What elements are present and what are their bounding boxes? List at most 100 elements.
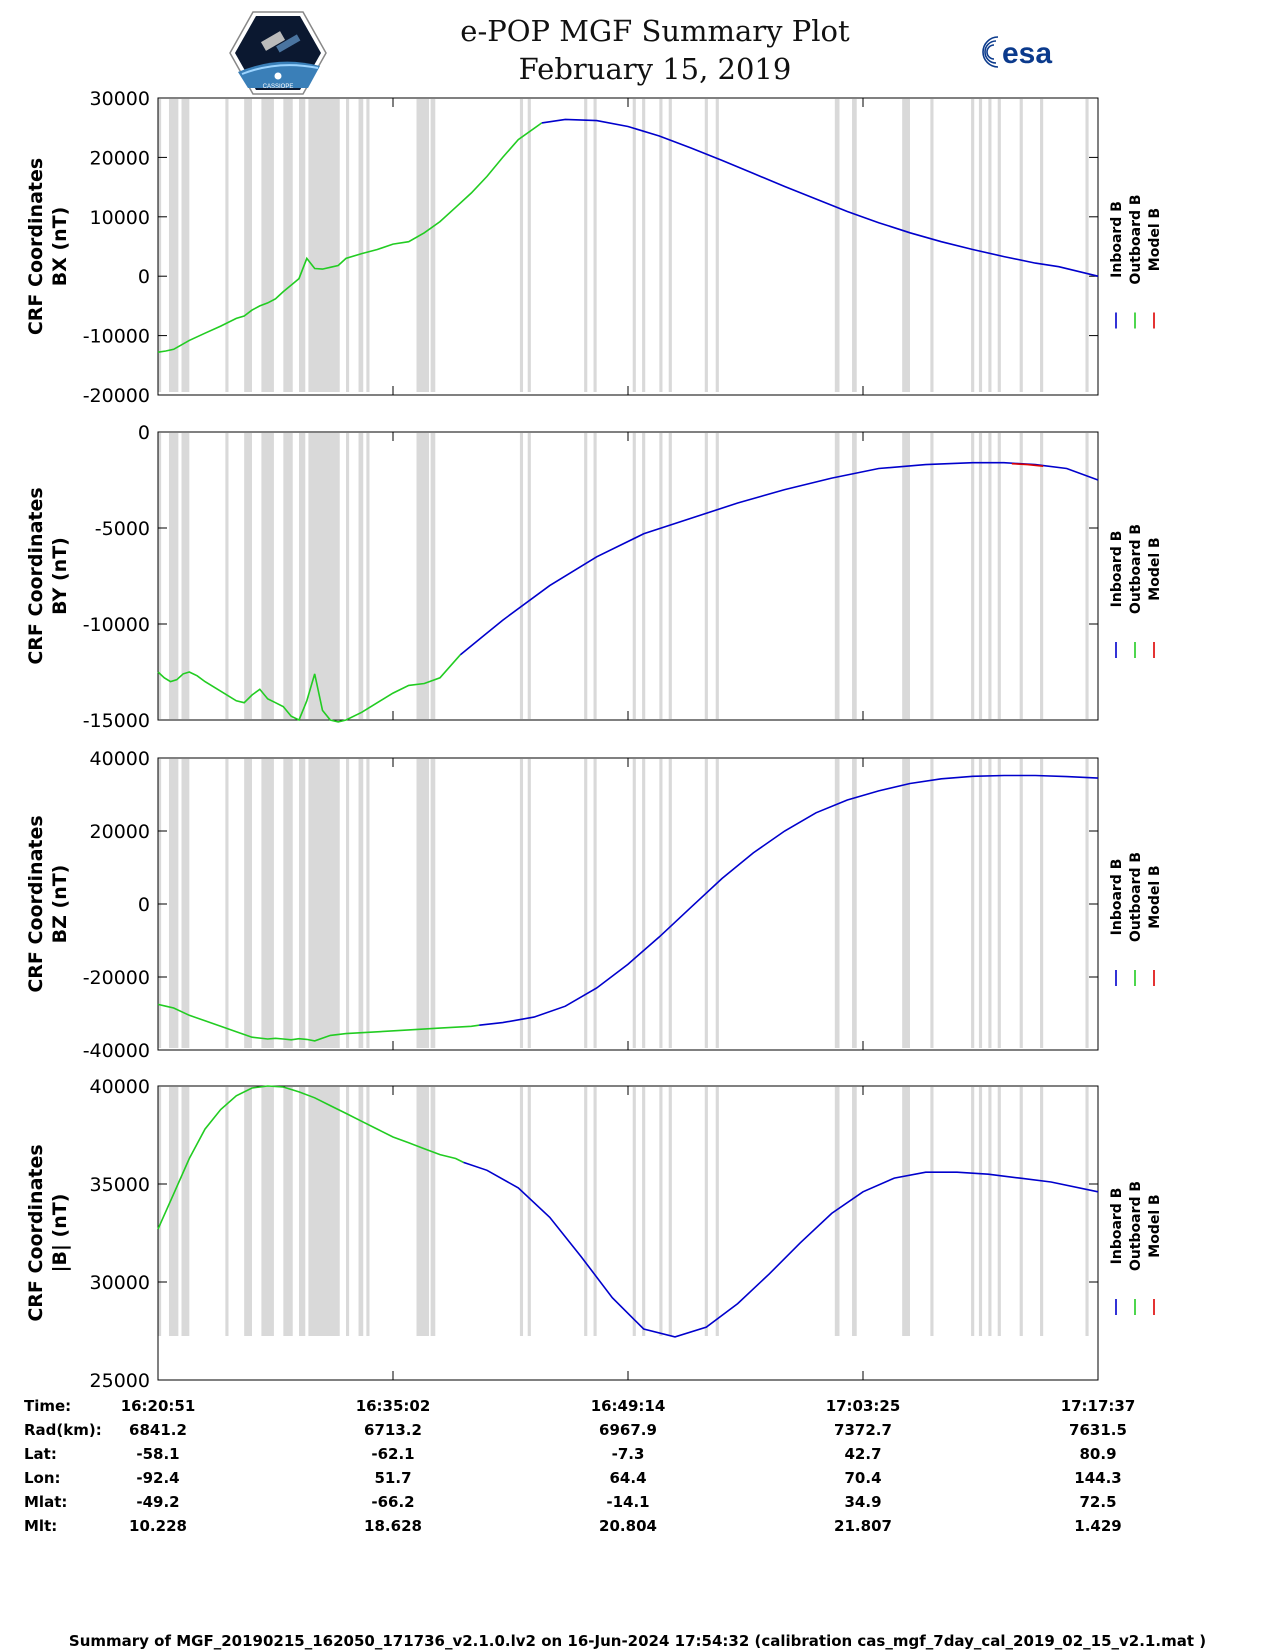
- panel-1: -20000 -10000 0 10000 20000 30000 CRF Coordina…: [25, 88, 1163, 407]
- data-gap-band: [430, 759, 436, 1048]
- ephemeris-value: 20.804: [599, 1517, 657, 1535]
- ephemeris-value: 51.7: [374, 1469, 412, 1487]
- data-gap-band: [715, 433, 719, 719]
- data-gap-band: [902, 433, 910, 719]
- legend-label-inboard: Inboard B: [1109, 201, 1125, 278]
- data-gap-band: [593, 433, 597, 719]
- y-axis-label: CRF Coordinates: [25, 815, 47, 992]
- data-gap-band: [261, 1087, 274, 1336]
- series-line-inboard-b: [459, 461, 1099, 656]
- data-gap-band: [261, 433, 274, 719]
- data-gap-band: [225, 433, 229, 719]
- data-gap-band: [997, 1087, 1001, 1336]
- data-gap-band: [852, 433, 857, 719]
- data-gap-band: [642, 759, 646, 1048]
- ephemeris-value: -49.2: [136, 1493, 180, 1511]
- panel-3: -40000 -20000 0 20000 40000 CRF Coordinates BZ…: [25, 748, 1163, 1062]
- data-gap-band: [642, 433, 646, 719]
- data-gap-band: [704, 759, 708, 1048]
- data-gap-band: [632, 1087, 636, 1336]
- y-tick-label: 0: [138, 266, 150, 288]
- ephemeris-value: 42.7: [844, 1445, 882, 1463]
- y-tick-label: -40000: [83, 1040, 150, 1062]
- data-gap-band: [584, 1087, 588, 1336]
- data-gap-band: [519, 759, 524, 1048]
- y-axis-label: CRF Coordinates: [25, 158, 47, 335]
- file-summary-footer: Summary of MGF_20190215_162050_171736_v2…: [68, 1632, 1207, 1650]
- legend-label-model: Model B: [1147, 537, 1163, 600]
- data-gap-band: [978, 99, 983, 392]
- ephemeris-value: 21.807: [834, 1517, 892, 1535]
- data-gap-band: [416, 759, 430, 1048]
- ephemeris-value: -62.1: [371, 1445, 415, 1463]
- data-gap-band: [1085, 433, 1089, 719]
- data-gap-band: [642, 1087, 646, 1336]
- data-gap-band: [978, 759, 983, 1048]
- ephemeris-value: 10.228: [129, 1517, 187, 1535]
- data-gap-band: [225, 759, 229, 1048]
- ephemeris-value: 7372.7: [834, 1421, 892, 1439]
- y-axis-label: CRF Coordinates: [25, 1144, 47, 1321]
- data-gap-band: [225, 1087, 229, 1336]
- data-gap-band: [1040, 759, 1044, 1048]
- data-gap-band: [346, 99, 350, 392]
- data-gap-band: [168, 759, 179, 1048]
- data-gap-band: [346, 1087, 350, 1336]
- data-gap-band: [988, 1087, 992, 1336]
- y-tick-label: -10000: [83, 326, 150, 348]
- y-tick-label: -20000: [83, 385, 150, 407]
- data-gap-band: [527, 759, 531, 1048]
- time-tick-label: 17:17:37: [1060, 1397, 1136, 1415]
- y-tick-label: 40000: [90, 748, 150, 770]
- data-gap-band: [244, 759, 252, 1048]
- y-axis-label: CRF Coordinates: [25, 487, 47, 664]
- data-gap-band: [416, 99, 430, 392]
- data-gap-band: [852, 99, 857, 392]
- legend-label-outboard: Outboard B: [1128, 852, 1144, 942]
- panel-4: 25000 30000 35000 40000 CRF Coordinates |B| (…: [25, 1076, 1163, 1392]
- data-gap-band: [430, 433, 436, 719]
- data-gap-band: [834, 759, 840, 1048]
- y-tick-label: 10000: [90, 207, 150, 229]
- data-gap-band: [346, 433, 350, 719]
- data-gap-band: [834, 1087, 840, 1336]
- series-line-inboard-b: [463, 1161, 1099, 1338]
- y-axis-label: BY (nT): [49, 537, 71, 615]
- data-gap-band: [283, 1087, 293, 1336]
- data-gap-band: [659, 1087, 663, 1336]
- data-gap-band: [366, 759, 370, 1048]
- data-gap-band: [244, 433, 252, 719]
- data-gap-band: [988, 759, 992, 1048]
- data-gap-band: [181, 433, 190, 719]
- data-gap-band: [158, 1087, 162, 1336]
- data-gap-band: [1085, 99, 1089, 392]
- data-gap-band: [261, 759, 274, 1048]
- data-gap-band: [715, 99, 719, 392]
- series-line-inboard-b: [479, 774, 1099, 1026]
- data-gap-band: [430, 1087, 436, 1336]
- ephemeris-value: 6967.9: [599, 1421, 657, 1439]
- data-gap-band: [1040, 433, 1044, 719]
- data-gap-band: [168, 1087, 179, 1336]
- data-gap-band: [584, 433, 588, 719]
- data-gap-band: [527, 99, 531, 392]
- data-gap-band: [930, 433, 934, 719]
- data-gap-band: [358, 1087, 364, 1336]
- legend-label-inboard: Inboard B: [1109, 859, 1125, 936]
- data-gap-band: [715, 1087, 719, 1336]
- y-axis-label: |B| (nT): [49, 1194, 71, 1273]
- y-tick-label: 0: [138, 894, 150, 916]
- data-gap-band: [930, 99, 934, 392]
- series-line-outboard-b: [157, 1003, 480, 1042]
- data-gap-band: [834, 99, 840, 392]
- plot-date: February 15, 2019: [518, 52, 792, 86]
- data-gap-band: [1040, 99, 1044, 392]
- data-gap-band: [283, 433, 293, 719]
- data-gap-band: [593, 1087, 597, 1336]
- data-gap-band: [308, 759, 340, 1048]
- y-tick-label: 20000: [90, 147, 150, 169]
- data-gap-band: [430, 99, 436, 392]
- ephemeris-value: 70.4: [844, 1469, 882, 1487]
- y-tick-label: -10000: [83, 614, 150, 636]
